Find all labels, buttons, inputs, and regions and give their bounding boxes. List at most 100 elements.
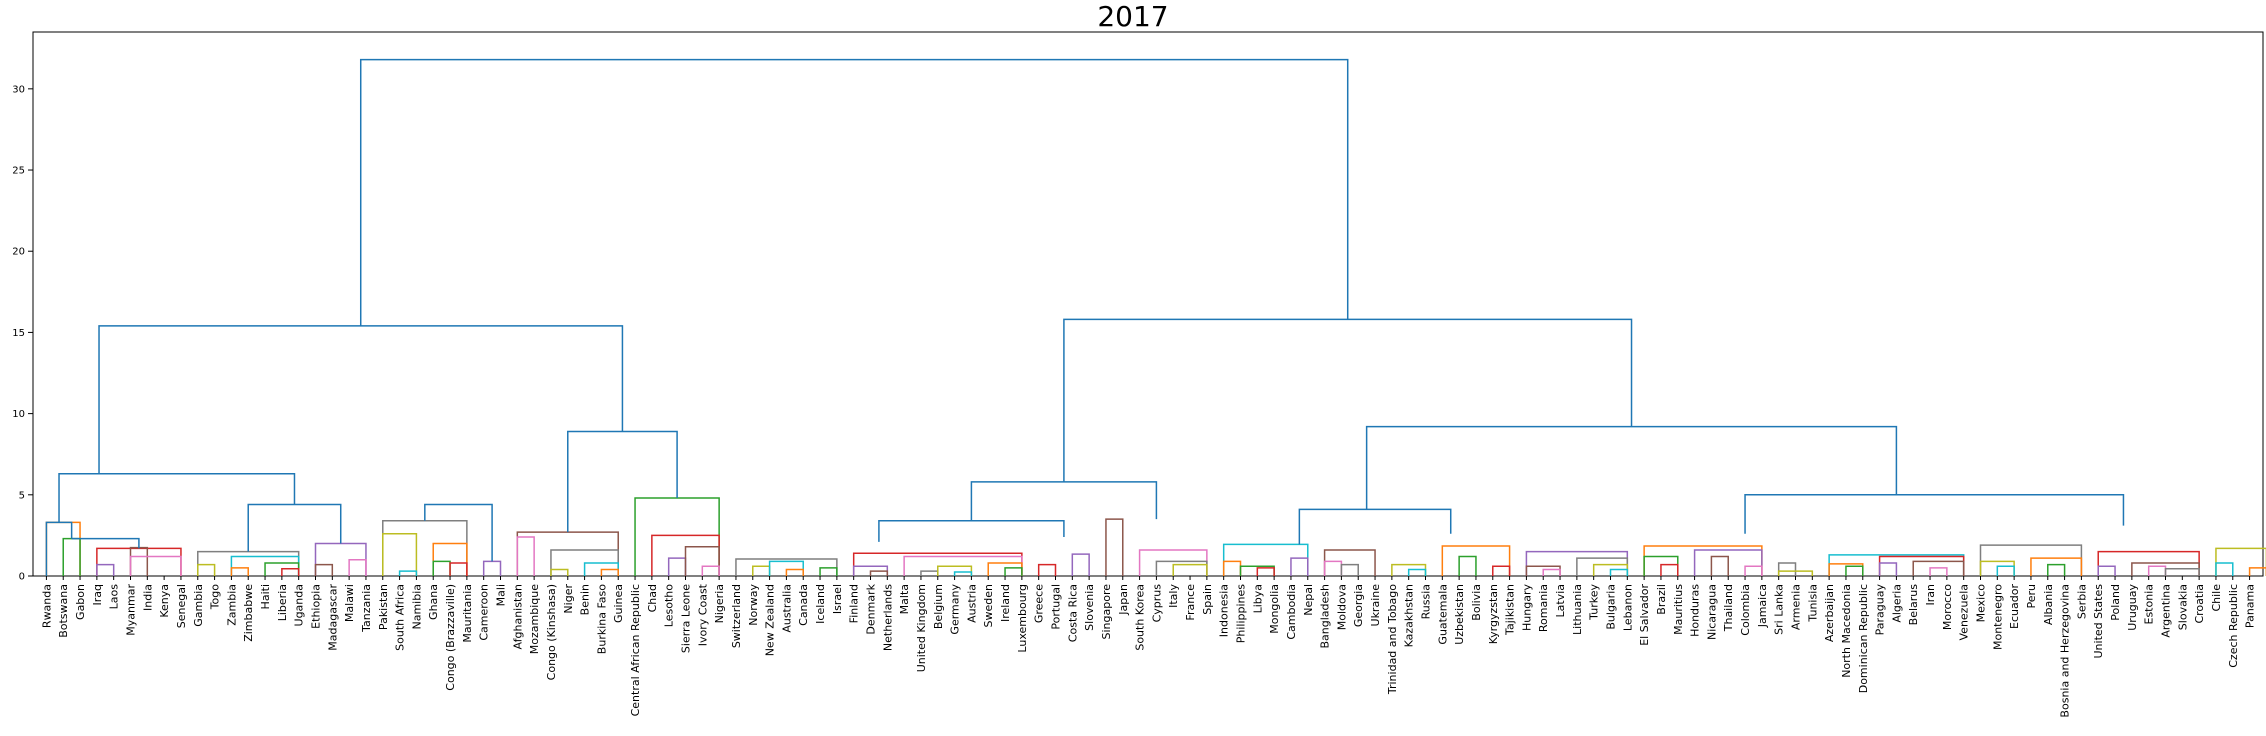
leaf-label: Japan <box>1117 584 1130 616</box>
leaf-label: Netherlands <box>881 584 894 651</box>
dendrogram-link <box>62 537 81 576</box>
y-tick-label: 5 <box>19 490 25 501</box>
dendrogram-link <box>449 562 468 576</box>
dendrogram-link <box>1845 565 1864 576</box>
leaf-label: Germany <box>949 584 962 635</box>
dendrogram-link <box>247 503 342 552</box>
dendrogram-link <box>1004 567 1023 576</box>
dendrogram-link <box>1710 555 1729 576</box>
leaf-label: Nicaragua <box>1705 584 1718 640</box>
leaf-label: Armenia <box>1790 584 1803 630</box>
leaf-label: Benin <box>579 584 592 615</box>
dendrogram-link <box>348 559 367 576</box>
leaf-label: Hungary <box>1520 584 1533 631</box>
leaf-label: Luxembourg <box>1016 584 1029 653</box>
dendrogram-link <box>96 563 115 576</box>
leaf-label: Namibia <box>410 584 423 630</box>
leaf-label: Montenegro <box>1991 584 2004 650</box>
leaf-label: Switzerland <box>730 584 743 648</box>
leaf-label: Iran <box>1924 584 1937 606</box>
dendrogram-link <box>701 565 720 576</box>
leaf-label: Belgium <box>932 584 945 629</box>
leaf-label: Ghana <box>427 584 440 620</box>
leaf-label: Iraq <box>91 584 104 606</box>
leaf-label: Central African Republic <box>629 584 642 716</box>
dendrogram-link <box>1878 555 1965 576</box>
dendrogram-link <box>600 568 619 576</box>
dendrogram-link <box>281 567 300 576</box>
dendrogram-link <box>2097 565 2116 576</box>
dendrogram-link <box>1222 543 1309 576</box>
dendrogram-link <box>482 560 502 576</box>
chart-title: 2017 <box>1097 0 1169 33</box>
leaf-label: Congo (Kinshasa) <box>545 584 558 680</box>
dendrogram-link <box>197 563 216 576</box>
leaf-label: Mongolia <box>1268 584 1281 634</box>
leaf-label: Ukraine <box>1369 584 1382 627</box>
leaf-label: Bolivia <box>1470 584 1483 621</box>
y-tick-label: 25 <box>12 166 25 177</box>
leaf-label: Malawi <box>343 584 356 622</box>
leaf-label: Sierra Leone <box>680 584 693 653</box>
dendrogram-link <box>1777 570 1814 576</box>
leaf-label: Bulgaria <box>1605 584 1618 630</box>
leaf-label: Finland <box>848 584 861 623</box>
dendrogram-link <box>1365 425 1898 510</box>
leaf-label: Brazil <box>1655 584 1668 615</box>
dendrogram-link <box>58 472 296 523</box>
leaf-label: Haiti <box>259 584 272 609</box>
dendrogram-link <box>1256 567 1275 576</box>
leaf-label: Mauritius <box>1672 584 1685 635</box>
leaf-label: Bosnia and Herzegovina <box>2059 584 2072 718</box>
leaf-label: Canada <box>797 584 810 626</box>
leaf-label: Italy <box>1167 584 1180 608</box>
leaf-label: Guinea <box>612 584 625 623</box>
leaf-label: Zambia <box>225 584 238 626</box>
dendrogram-link <box>1929 567 1948 576</box>
leaf-label: United Kingdom <box>915 584 928 672</box>
leaf-label: Afghanistan <box>511 584 524 650</box>
dendrogram-link <box>432 560 451 576</box>
dendrogram-link <box>667 557 687 576</box>
leaf-label: Ireland <box>999 584 1012 622</box>
leaf-label: Honduras <box>1689 584 1702 637</box>
leaf-label: Kyrgyzstan <box>1487 584 1500 644</box>
leaf-label: Norway <box>747 584 760 626</box>
leaf-label: Chile <box>2210 584 2223 612</box>
leaf-label: Trinidad and Tobago <box>1386 584 1399 695</box>
dendrogram-link <box>314 563 334 576</box>
dendrogram-link <box>1323 549 1376 576</box>
leaf-label: Madagascar <box>326 584 339 651</box>
dendrogram-links <box>45 58 2266 576</box>
leaf-label: Cyprus <box>1150 584 1163 623</box>
leaf-label: Venezuela <box>1958 584 1971 641</box>
leaf-label: Mauritania <box>461 584 474 643</box>
dendrogram-link <box>2030 557 2083 576</box>
dendrogram-link <box>953 571 973 576</box>
dendrogram-link <box>1777 562 1797 576</box>
leaf-label: El Salvador <box>1638 584 1651 646</box>
dendrogram-link <box>1155 560 1208 576</box>
leaf-label: Colombia <box>1739 584 1752 636</box>
leaf-label: Singapore <box>1100 584 1113 640</box>
leaf-label: Thailand <box>1722 584 1735 632</box>
leaf-label: Myanmar <box>125 584 138 636</box>
leaf-label: Tunisia <box>1806 584 1819 623</box>
dendrogram-link <box>98 325 624 474</box>
leaf-label: Tajikistan <box>1504 584 1517 636</box>
dendrogram-link <box>71 537 140 549</box>
leaf-label: Jamaica <box>1756 584 1769 628</box>
dendrogram-link <box>1340 563 1359 576</box>
leaf-label: Lithuania <box>1571 584 1584 635</box>
y-tick-label: 20 <box>12 247 25 258</box>
dendrogram-link <box>382 533 418 576</box>
y-axis: 0 5 10 15 20 25 30 <box>12 84 33 583</box>
dendrogram-link <box>432 542 468 576</box>
y-tick-label: 15 <box>12 328 25 339</box>
dendrogram-link <box>1996 565 2015 576</box>
leaf-label: Kazakhstan <box>1403 584 1416 647</box>
dendrogram-link <box>1878 562 1898 576</box>
leaf-label: Austria <box>965 584 978 623</box>
dendrogram-link <box>1037 563 1057 576</box>
